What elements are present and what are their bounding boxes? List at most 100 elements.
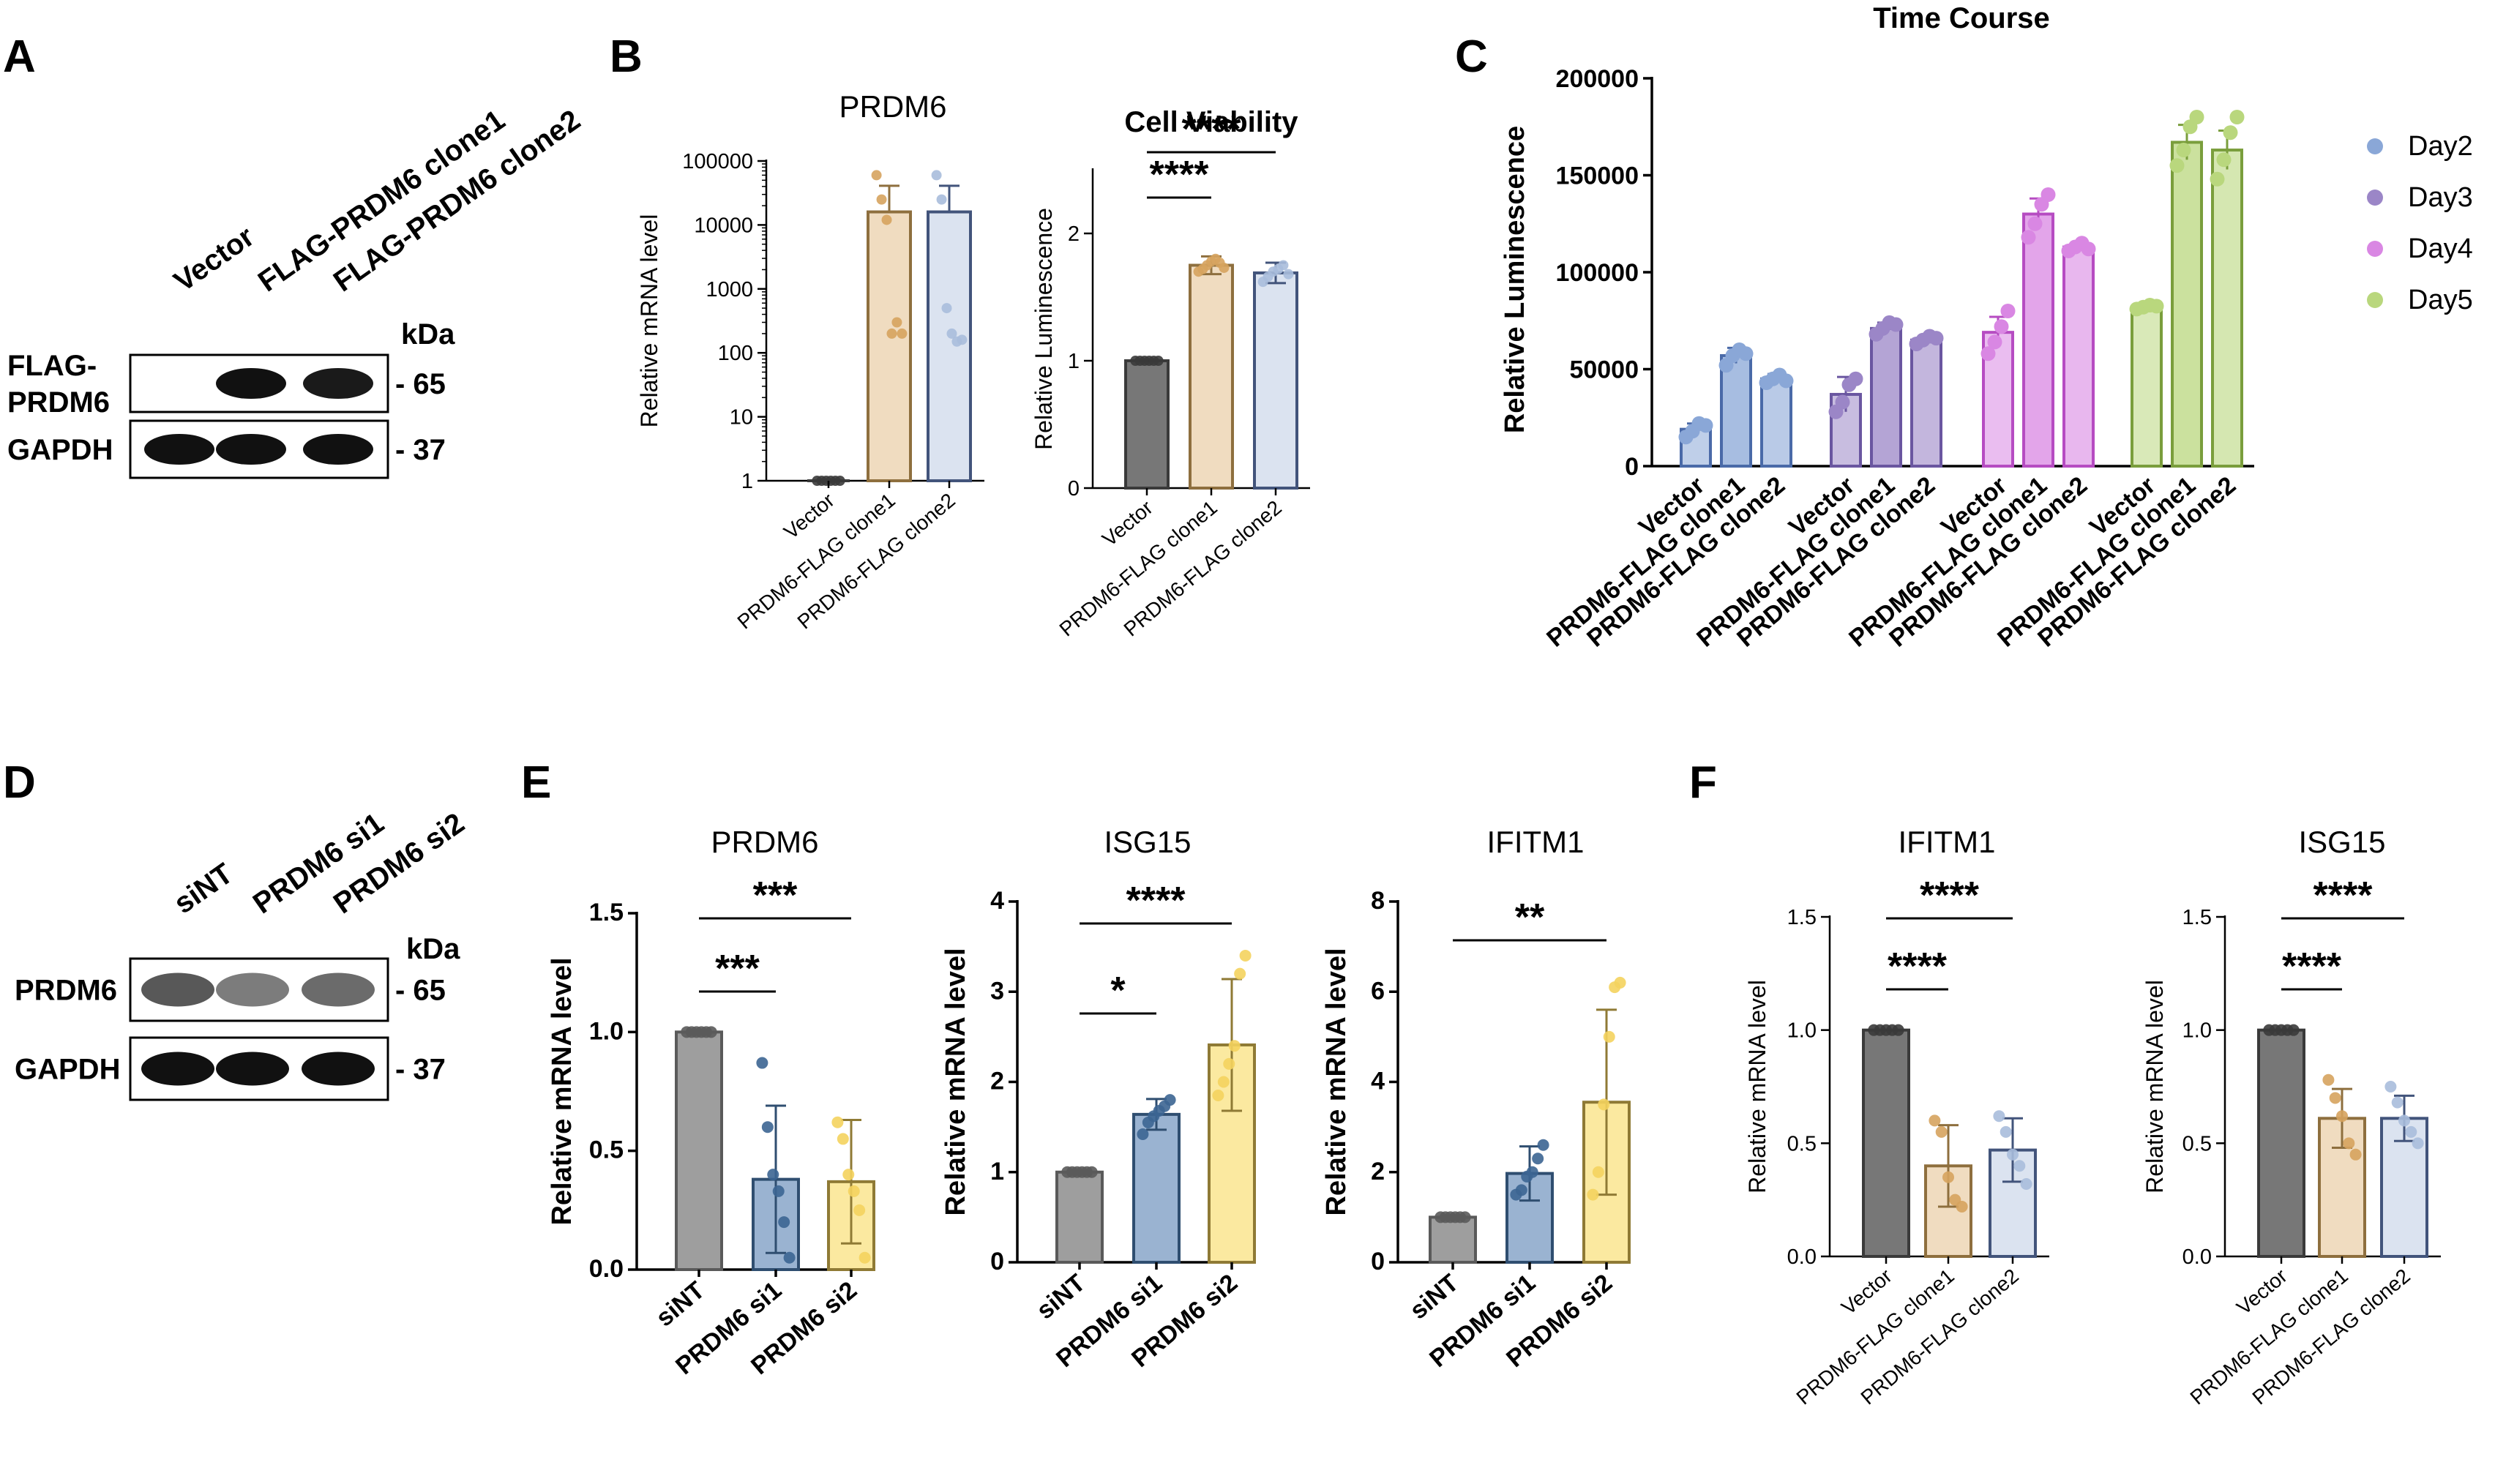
data-point: [859, 1251, 871, 1264]
data-point: [853, 1204, 866, 1216]
data-point: [2040, 187, 2056, 202]
y-tick-label: 0.0: [1787, 1245, 1817, 1269]
data-point: [1283, 269, 1294, 280]
chart-B1: PRDM6 Relative mRNA level 1 10 100 1000 10000 1…: [636, 89, 984, 634]
data-point: [1526, 1166, 1538, 1178]
data-point: [1587, 1188, 1599, 1201]
data-point: [772, 1185, 785, 1197]
chart-E1: PRDM6 Relative mRNA level 0.0 0.5 1.0 1.5 siNT…: [547, 825, 875, 1380]
data-point: [2013, 1160, 2026, 1172]
bar: [1862, 1028, 1910, 1258]
data-point: [1515, 1184, 1527, 1196]
bar: [2211, 149, 2243, 468]
y-axis-label: Relative Luminescence: [1030, 208, 1057, 450]
data-point: [2412, 1137, 2424, 1150]
data-point: [1223, 1057, 1235, 1070]
data-point: [1980, 346, 1996, 361]
x-tick-label: siNT: [651, 1276, 710, 1333]
blot-band: [303, 367, 373, 400]
significance-label: ****: [1126, 880, 1186, 922]
y-tick-label: 1.0: [589, 1017, 624, 1045]
data-point: [2189, 110, 2204, 124]
data-point: [767, 1169, 779, 1181]
data-point: [2027, 216, 2043, 231]
data-point: [705, 1026, 717, 1038]
y-tick-label: 8: [1371, 887, 1385, 915]
bar: [1870, 326, 1902, 468]
data-point: [761, 1121, 774, 1133]
y-tick-label: 6: [1371, 977, 1385, 1005]
y-tick-label: 0: [1371, 1248, 1385, 1275]
blot-row-label: GAPDH: [7, 434, 113, 466]
bar: [2171, 140, 2203, 468]
blot-row-label: GAPDH: [15, 1054, 120, 1086]
data-point: [831, 1116, 844, 1128]
y-axis-label: Relative mRNA level: [2141, 980, 2168, 1193]
data-point: [1614, 976, 1626, 989]
data-point: [2149, 299, 2164, 314]
y-tick-label: 1.5: [2182, 906, 2212, 929]
blot-row-label: PRDM6: [15, 975, 117, 1007]
data-point: [1164, 1094, 1176, 1106]
data-point: [1598, 1098, 1610, 1111]
bar: [2131, 305, 2163, 468]
panel-label-f: F: [1689, 757, 1717, 808]
panel-label-e: E: [521, 757, 551, 808]
y-axis-label: Relative mRNA level: [1321, 948, 1352, 1215]
chart-title: PRDM6: [711, 825, 818, 859]
blot-band: [302, 973, 375, 1007]
y-axis-label: Relative mRNA level: [1744, 980, 1770, 1193]
data-point: [876, 194, 887, 205]
blot-marker: - 37: [395, 434, 446, 466]
data-point: [1929, 331, 1944, 346]
blot-row-label: PRDM6: [7, 386, 110, 419]
legend-label: Day5: [2408, 285, 2473, 315]
blot-marker: - 37: [395, 1054, 446, 1086]
blot-band: [141, 1052, 214, 1086]
data-point: [2216, 152, 2232, 168]
data-point: [2223, 125, 2238, 140]
data-point: [783, 1251, 796, 1264]
data-point: [1888, 317, 1904, 332]
y-tick-label: 1: [1068, 350, 1080, 373]
legend-marker: [2367, 190, 2383, 206]
y-tick-label: 1.0: [2182, 1019, 2212, 1043]
chart-title: ISG15: [2298, 825, 2385, 859]
chart-title: Time Course: [1873, 2, 2050, 34]
bar: [2257, 1028, 2305, 1258]
data-point: [936, 194, 947, 205]
data-point: [2169, 158, 2185, 173]
blot-band: [303, 433, 373, 465]
y-tick-label: 10: [730, 406, 753, 430]
chart-title: ISG15: [1104, 825, 1191, 859]
legend-marker: [2367, 292, 2383, 308]
y-axis-label: Relative mRNA level: [940, 948, 971, 1215]
chart-C: Time Course Relative Luminescence 0 50000 10…: [1500, 2, 2473, 653]
legend-marker: [2367, 241, 2383, 257]
blot-band: [216, 973, 289, 1007]
y-tick-label: 100000: [1556, 259, 1639, 287]
data-point: [946, 328, 957, 339]
blot-band: [141, 973, 214, 1007]
data-point: [1278, 260, 1289, 271]
data-point: [2176, 143, 2191, 158]
bar: [1910, 338, 1942, 468]
bar: [1189, 263, 1234, 490]
chart-title: Cell Viability: [1124, 106, 1298, 138]
y-tick-label: 1: [741, 470, 753, 493]
data-point: [891, 317, 902, 328]
y-tick-label: 0: [1625, 453, 1639, 481]
data-point: [2210, 171, 2225, 187]
bar: [2062, 245, 2095, 468]
significance-label: ****: [1888, 945, 1948, 988]
bar: [867, 210, 912, 482]
significance-label: ****: [1920, 874, 1980, 917]
data-point: [1234, 967, 1246, 980]
x-tick-label: siNT: [1404, 1269, 1464, 1325]
data-point: [1835, 394, 1850, 410]
blot-lane-label: siNT: [168, 858, 239, 921]
